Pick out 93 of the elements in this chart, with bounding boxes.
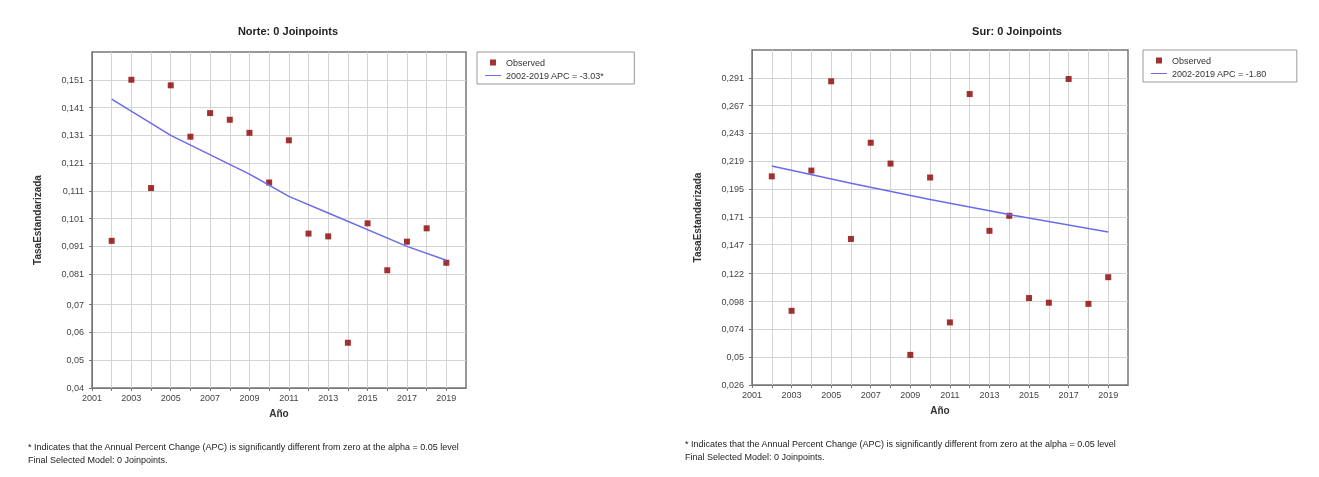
- point: [344, 339, 351, 346]
- point: [384, 267, 391, 274]
- text: Final Selected Model: 0 Joinpoints.: [685, 451, 825, 462]
- point: [1105, 274, 1112, 281]
- text: Final Selected Model: 0 Joinpoints.: [28, 454, 168, 465]
- x-axis-title: Año: [269, 407, 289, 419]
- point: [847, 235, 854, 242]
- x-tick-label: 2011: [940, 389, 960, 400]
- y-tick-label: 0,05: [66, 355, 84, 366]
- y-tick-label: 0,04: [66, 383, 84, 393]
- y-tick-label: 0,195: [721, 184, 744, 195]
- y-tick-label: 0,151: [61, 74, 84, 85]
- point: [907, 351, 914, 358]
- y-tick-label: 0,219: [721, 156, 744, 167]
- x-tick-label: 2003: [781, 389, 802, 400]
- point: [305, 230, 312, 237]
- y-tick-label: 0,122: [721, 268, 744, 279]
- y-tick-label: 0,05: [726, 352, 744, 363]
- chart-title: Sur: 0 Joinpoints: [972, 24, 1062, 37]
- y-tick-label: 0,141: [61, 102, 84, 113]
- y-tick-label: 0,171: [721, 211, 744, 222]
- x-tick-label: 2013: [979, 389, 1000, 400]
- y-tick-label: 0,131: [61, 130, 84, 141]
- legend-label: 2002-2019 APC = -3.03*: [506, 70, 605, 81]
- point: [946, 319, 953, 326]
- y-tick-label: 0,074: [721, 324, 744, 335]
- x-tick-label: 2001: [81, 392, 103, 403]
- y-axis-title: TasaEstandarizada: [31, 174, 43, 265]
- point: [887, 160, 894, 167]
- point: [167, 82, 174, 89]
- y-tick-label: 0,121: [61, 158, 84, 169]
- point: [128, 76, 135, 83]
- point: [808, 167, 815, 174]
- x-tick-label: 2009: [239, 392, 260, 403]
- legend-label: 2002-2019 APC = -1.80: [1172, 68, 1267, 79]
- y-tick-label: 0,267: [721, 100, 744, 111]
- legend-label: Observed: [506, 57, 546, 68]
- y-tick-label: 0,098: [721, 296, 744, 307]
- x-tick-label: 2015: [357, 392, 378, 403]
- point: [403, 238, 410, 245]
- point: [966, 91, 973, 98]
- chart-title: Norte: 0 Joinpoints: [237, 24, 339, 37]
- x-tick-label: 2015: [1019, 389, 1040, 400]
- x-tick-label: 2009: [900, 389, 921, 400]
- x-tick-label: 2019: [436, 392, 457, 403]
- point: [1045, 299, 1052, 306]
- x-axis-title: Año: [930, 404, 950, 416]
- legend-label: Observed: [1172, 55, 1212, 66]
- x-tick-label: 2013: [318, 392, 339, 403]
- x-tick-label: 2019: [1098, 389, 1119, 400]
- point: [148, 185, 155, 192]
- point: [443, 259, 450, 266]
- x-tick-label: 2003: [121, 392, 142, 403]
- x-tick-label: 2001: [741, 389, 763, 400]
- point: [364, 220, 371, 227]
- text: * Indicates that the Annual Percent Change (APC) is significantly different from zero at the alpha = 0.05 level: [28, 441, 459, 452]
- y-tick-label: 0,091: [61, 241, 84, 252]
- y-tick-label: 0,243: [721, 128, 744, 139]
- text: * Indicates that the Annual Percent Change (APC) is significantly different from zero at the alpha = 0.05 level: [685, 438, 1116, 449]
- point: [768, 173, 775, 180]
- y-tick-label: 0,026: [721, 380, 744, 390]
- point: [207, 110, 214, 117]
- x-tick-label: 2011: [279, 392, 299, 403]
- point: [187, 133, 194, 140]
- point: [867, 139, 874, 146]
- point: [285, 137, 292, 144]
- line-series: [771, 165, 1109, 233]
- point: [1065, 75, 1072, 82]
- point: [226, 116, 233, 123]
- point: [246, 129, 253, 136]
- x-tick-label: 2007: [860, 389, 881, 400]
- x-tick-label: 2017: [1058, 389, 1079, 400]
- x-tick-label: 2007: [200, 392, 221, 403]
- y-tick-label: 0,07: [66, 299, 84, 310]
- point: [828, 78, 835, 85]
- y-tick-label: 0,081: [61, 269, 84, 280]
- point: [108, 237, 115, 244]
- x-tick-label: 2005: [821, 389, 842, 400]
- y-tick-label: 0,291: [721, 72, 744, 83]
- y-axis-title: TasaEstandarizada: [691, 172, 703, 263]
- y-tick-label: 0,147: [721, 239, 744, 250]
- point: [788, 307, 795, 314]
- point: [325, 233, 332, 240]
- x-tick-label: 2005: [160, 392, 181, 403]
- point: [1085, 300, 1092, 307]
- y-tick-label: 0,101: [61, 213, 84, 224]
- x-tick-label: 2017: [396, 392, 417, 403]
- y-tick-label: 0,06: [66, 327, 84, 338]
- point: [986, 227, 993, 234]
- y-tick-label: 0,111: [62, 185, 84, 196]
- point: [423, 225, 430, 232]
- point: [1026, 295, 1033, 302]
- point: [927, 174, 934, 181]
